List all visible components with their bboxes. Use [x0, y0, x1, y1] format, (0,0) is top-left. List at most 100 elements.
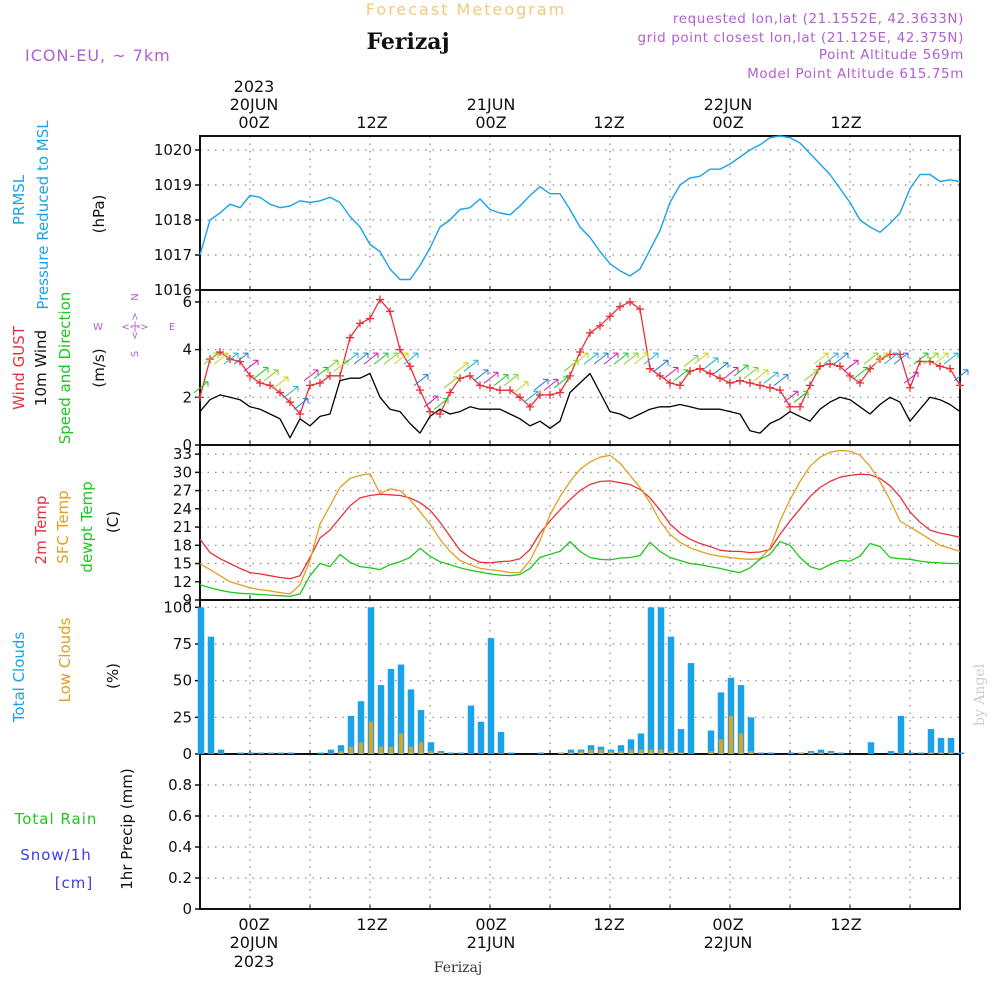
gust-marker [806, 381, 814, 390]
gust-marker [896, 350, 904, 359]
gust-marker [726, 379, 734, 387]
wind-arrow [803, 369, 819, 382]
bottom-day-2: 21JUN [467, 933, 516, 952]
wind-arrow [663, 366, 679, 379]
y-tick-label: 1017 [154, 246, 192, 264]
bottom-hour-1: 00Z [238, 915, 269, 934]
wind-arrow [583, 352, 599, 365]
y-tick-label: 1016 [154, 281, 192, 299]
wind-direction-arrows [193, 352, 969, 410]
wind-arrow [323, 359, 339, 372]
y-tick-label: 0.2 [168, 869, 192, 887]
y-tick-label: 15 [173, 555, 192, 573]
temp-dewpt-line [199, 540, 960, 598]
y-tick-label: 2 [182, 388, 192, 406]
top-hour-6: 12Z [830, 113, 861, 132]
p4-label-low: Low Clouds [56, 617, 74, 702]
total-cloud-bar [397, 664, 405, 754]
gust-marker [266, 381, 274, 390]
gust-marker [716, 374, 724, 383]
gust-marker [296, 410, 304, 418]
gust-marker [906, 383, 914, 392]
y-tick-label: 75 [173, 635, 192, 653]
low-cloud-bar [399, 733, 403, 754]
y-tick-label: 25 [173, 708, 192, 726]
wind-arrow [853, 366, 869, 379]
bottom-day-1: 20JUN [230, 933, 279, 952]
low-cloud-bar [349, 746, 353, 754]
total-cloud-bar [497, 732, 505, 754]
p3-label-2m: 2m Temp [32, 496, 50, 565]
y-tick-label: 6 [182, 293, 192, 311]
total-cloud-bar [617, 745, 625, 754]
total-cloud-bar [287, 752, 295, 754]
gust-marker [476, 381, 484, 390]
gust-marker [356, 319, 364, 328]
gust-marker [326, 371, 334, 380]
gust-markers [196, 295, 964, 418]
bottom-hour-6: 12Z [830, 915, 861, 934]
gust-marker [516, 393, 524, 402]
wind-arrow [913, 352, 929, 365]
gust-marker [946, 364, 954, 373]
gust-marker [396, 345, 404, 354]
p3-label-dewpt: dewpt Temp [78, 481, 96, 572]
low-cloud-bar [569, 752, 573, 754]
low-cloud-bar [669, 751, 673, 754]
wind-arrow [933, 352, 949, 365]
low-cloud-bar [339, 751, 343, 754]
total-cloud-bar [197, 607, 205, 754]
wind-arrow [413, 374, 429, 387]
total-cloud-bar [467, 705, 475, 754]
compass-arrow-v: <-|-> [130, 312, 141, 339]
gust-marker [246, 371, 254, 380]
gust-marker [796, 402, 804, 411]
wind-arrow [953, 369, 969, 382]
temp-2m-line [199, 473, 961, 580]
compass-rose: N E S W <-|-> <-|-> [93, 293, 175, 357]
wind-arrow [733, 364, 749, 377]
gust-marker [636, 305, 644, 314]
total-cloud-bar [957, 752, 965, 754]
total-cloud-bar [757, 752, 765, 754]
gust-marker [886, 350, 894, 359]
wind-arrow [373, 352, 389, 365]
total-cloud-bar [317, 752, 325, 754]
gust-marker [936, 362, 944, 371]
wind-arrow [353, 352, 369, 365]
low-cloud-bar [639, 749, 643, 754]
gust-marker [456, 374, 464, 383]
p2-label-gust: Wind GUST [10, 325, 28, 410]
top-hour-2: 12Z [356, 113, 387, 132]
gust-marker [546, 390, 554, 399]
point-altitude: Point Altitude 569m [819, 47, 964, 63]
p3-label-sfc: SFC Temp [54, 490, 72, 563]
p3-label-unit: (C) [104, 511, 122, 533]
gust-marker [666, 379, 674, 387]
wind-arrow [693, 352, 709, 365]
low-cloud-bar [599, 749, 603, 754]
total-cloud-bar [747, 717, 755, 754]
low-cloud-bar [949, 752, 953, 754]
total-cloud-bar [417, 710, 425, 754]
p4-label-unit: (%) [104, 663, 122, 689]
panel-1: 1016 1017 1018 1019 1020 [154, 135, 961, 299]
gust-marker [276, 388, 284, 397]
gust-marker [446, 388, 454, 397]
p2-label-speed: Speed and Direction [56, 292, 74, 445]
total-cloud-bar [717, 692, 725, 754]
total-cloud-bar [347, 715, 355, 754]
gust-marker [956, 381, 964, 390]
p5-label-precip: 1hr Precip (mm) [118, 768, 136, 889]
wind-arrow [383, 352, 399, 365]
gust-marker [786, 402, 794, 411]
total-cloud-bar [947, 737, 955, 754]
top-day-3: 22JUN [704, 95, 753, 114]
p5-label-unit: [cm] [55, 874, 94, 892]
total-cloud-bar [277, 752, 285, 754]
low-cloud-bar [609, 751, 613, 754]
wind-arrow [873, 352, 889, 365]
model-altitude: Model Point Altitude 615.75m [747, 66, 964, 82]
gust-marker [376, 295, 384, 304]
